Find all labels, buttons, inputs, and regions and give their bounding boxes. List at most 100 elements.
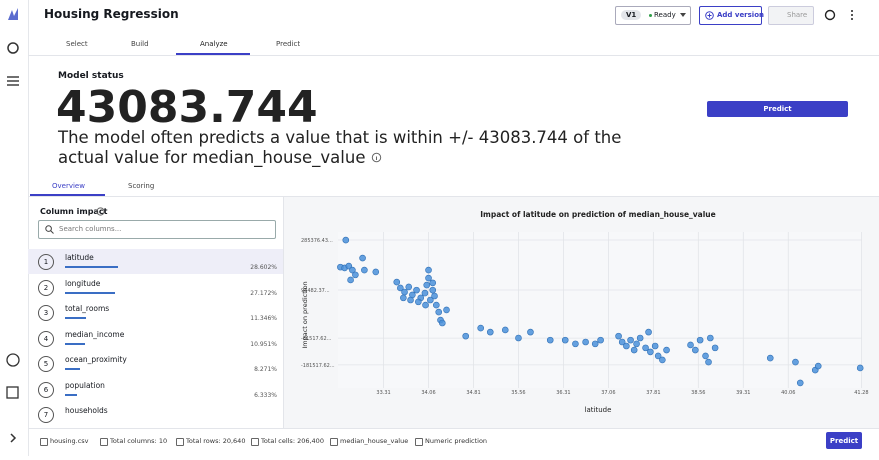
- scatter-point: [415, 298, 422, 306]
- x-tick-label: 34.06: [421, 390, 435, 396]
- scatter-point: [766, 354, 774, 362]
- scatter-point: [421, 289, 429, 297]
- scatter-point: [515, 334, 522, 342]
- x-tick-label: 37.81: [646, 390, 660, 396]
- impact-bar: [65, 342, 86, 345]
- panel-divider: [28, 196, 879, 197]
- scatter-point: [814, 362, 822, 370]
- subtab-indicator: [30, 194, 105, 196]
- scatter-point: [615, 332, 622, 340]
- version-group[interactable]: V1 Ready: [615, 6, 691, 25]
- scatter-point: [651, 342, 659, 350]
- impact-label: 27.172%: [250, 289, 277, 297]
- share-button[interactable]: Share: [768, 6, 814, 25]
- scatter-point: [425, 266, 432, 274]
- predict-button[interactable]: Predict: [707, 101, 848, 117]
- scatter-point: [796, 379, 804, 387]
- impact-label: 11.346%: [250, 315, 277, 322]
- column-name: households: [65, 406, 108, 415]
- scatter-point: [401, 288, 408, 296]
- scatter-point: [705, 358, 712, 366]
- scatter-point: [349, 266, 356, 274]
- column-name: ocean_proximity: [65, 355, 127, 364]
- list-icon[interactable]: [7, 76, 19, 86]
- x-tick-label: 40.06: [781, 390, 795, 396]
- scatter-point: [397, 284, 404, 292]
- scatter-point: [582, 338, 589, 346]
- model-status-label: Model status: [58, 71, 124, 81]
- scatter-point: [352, 271, 359, 279]
- footer-icon: [330, 438, 338, 446]
- scatter-point: [427, 296, 434, 304]
- footer-item: Total columns: 10: [110, 437, 168, 445]
- info-icon[interactable]: [371, 152, 382, 163]
- tab[interactable]: Analyze: [200, 40, 228, 48]
- impact-label: 6.333%: [254, 391, 277, 399]
- x-tick-label: 36.31: [556, 390, 570, 396]
- scatter-point: [645, 328, 652, 336]
- scatter-point: [702, 352, 709, 360]
- history-icon[interactable]: [824, 9, 836, 21]
- scatter-point: [623, 342, 630, 350]
- scatter-point: [443, 306, 450, 314]
- scatter-point: [687, 341, 694, 349]
- footer-predict-button[interactable]: Predict: [826, 432, 862, 449]
- scatter-point: [711, 344, 719, 352]
- scatter-point: [597, 336, 604, 344]
- tab[interactable]: Build: [131, 40, 149, 48]
- rank-badge: 6: [38, 381, 54, 398]
- x-axis-label: latitude: [585, 406, 612, 414]
- chart-title: Impact of latitude on prediction of medi…: [480, 210, 715, 219]
- plus-icon: [705, 11, 714, 20]
- chart: Impact of latitude on prediction of medi…: [301, 210, 869, 414]
- help-icon[interactable]: [6, 353, 20, 367]
- expand-icon[interactable]: [10, 433, 17, 443]
- y-axis-label: Impact on prediction: [301, 281, 309, 348]
- subtab[interactable]: Overview: [52, 182, 85, 190]
- impact-bar: [65, 266, 118, 268]
- search-box[interactable]: Search columns...: [38, 220, 276, 239]
- dropdown-caret: [680, 13, 686, 17]
- scatter-point: [429, 286, 437, 294]
- add-version-button[interactable]: Add version: [699, 6, 764, 25]
- tab-indicator: [176, 53, 250, 55]
- logout-icon[interactable]: [6, 386, 19, 399]
- impact-label: 10.951%: [250, 340, 277, 348]
- footer-icon: [40, 438, 48, 446]
- x-tick-label: 33.31: [376, 390, 390, 396]
- scatter-point: [561, 336, 569, 344]
- scatter-point: [627, 336, 634, 344]
- rank-badge: 1: [38, 254, 54, 270]
- rank-badge: 5: [38, 356, 54, 372]
- more-icon[interactable]: [851, 10, 853, 20]
- sidebar: [0, 0, 29, 456]
- footer-icon: [415, 438, 423, 446]
- scatter-point: [618, 338, 626, 346]
- sidebar-icons: [6, 8, 20, 443]
- scatter-point: [856, 364, 864, 372]
- scatter-point: [642, 344, 649, 352]
- footer-item: Total rows: 20,640: [186, 437, 246, 445]
- scatter-point: [647, 348, 654, 356]
- scatter-point: [696, 336, 704, 344]
- scatter-point: [359, 254, 366, 262]
- scatter-point: [361, 266, 368, 274]
- scatter-point: [501, 326, 509, 334]
- plot-area: [338, 232, 862, 388]
- scatter-point: [347, 276, 354, 284]
- scatter-point: [422, 301, 429, 309]
- footer-item: Total cells: 206,400: [261, 437, 324, 445]
- info-icon[interactable]: [96, 207, 105, 216]
- subtab[interactable]: Scoring: [128, 182, 155, 190]
- scatter-point: [439, 319, 446, 327]
- scatter-point: [393, 278, 401, 286]
- tab[interactable]: Select: [66, 40, 88, 48]
- tab[interactable]: Predict: [276, 40, 301, 48]
- column-row-highlight: [28, 249, 283, 274]
- scatter-point: [654, 352, 662, 360]
- model-icon[interactable]: [7, 42, 19, 54]
- scatter-point: [429, 279, 437, 287]
- scatter-point: [572, 340, 579, 348]
- rank-badge: 3: [38, 305, 54, 321]
- rank-badge: 4: [38, 330, 54, 347]
